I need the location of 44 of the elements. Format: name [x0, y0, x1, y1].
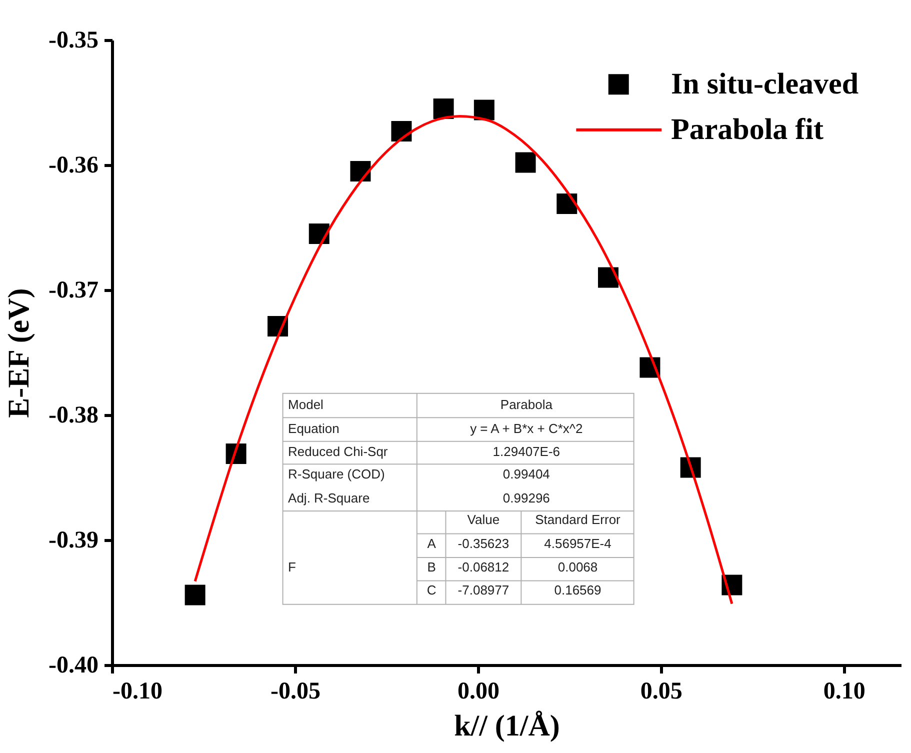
x-tick-label: 0.00 [457, 678, 500, 704]
annotation: Model [288, 397, 324, 412]
annotation: A [427, 536, 436, 551]
annotation: 0.16569 [554, 582, 602, 598]
annotation: -7.08977 [458, 582, 510, 598]
annotation: y = A + B*x + C*x^2 [470, 421, 583, 436]
annotation: F [288, 560, 296, 575]
legend-label: In situ-cleaved [671, 67, 859, 100]
annotation: 4.56957E-4 [544, 536, 612, 551]
point [184, 584, 206, 606]
annotation: 0.99404 [502, 466, 550, 482]
annotation: Value [467, 512, 500, 528]
x-tick-label: -0.05 [270, 678, 320, 704]
annotation: Adj. R-Square [288, 490, 370, 506]
x-axis-title: k// (1/Å) [454, 710, 560, 742]
x-tick-label: 0.05 [640, 678, 682, 704]
annotation: Reduced Chi-Sqr [288, 444, 388, 459]
point [350, 161, 371, 182]
annotation: B [427, 560, 436, 575]
annotation: -0.06812 [458, 560, 510, 575]
annotation: C [426, 582, 436, 598]
point [433, 98, 454, 119]
y-tick-label: -0.35 [48, 28, 98, 54]
point [556, 194, 578, 214]
y-tick-label: -0.39 [48, 528, 98, 554]
y-tick-label: -0.36 [48, 152, 98, 178]
annotation: Standard Error [535, 512, 622, 528]
annotation: Parabola [500, 397, 554, 412]
annotation: 0.0068 [558, 560, 598, 575]
annotation: 1.29407E-6 [492, 444, 560, 459]
annotation: 0.99296 [502, 490, 550, 506]
legend-label: Parabola fit [671, 112, 824, 146]
annotation: -0.35623 [458, 536, 510, 551]
point [308, 224, 330, 244]
point [474, 100, 494, 120]
y-tick-label: -0.37 [48, 278, 98, 304]
y-tick-label: -0.38 [48, 402, 98, 428]
y-tick-label: -0.40 [48, 652, 98, 678]
point [515, 152, 536, 173]
y-axis-title: E-EF (eV) [2, 288, 36, 418]
x-tick-label: -0.10 [112, 678, 162, 704]
annotation: R-Square (COD) [288, 466, 385, 482]
x-tick-label: 0.10 [823, 678, 866, 704]
annotation: Equation [288, 421, 340, 436]
